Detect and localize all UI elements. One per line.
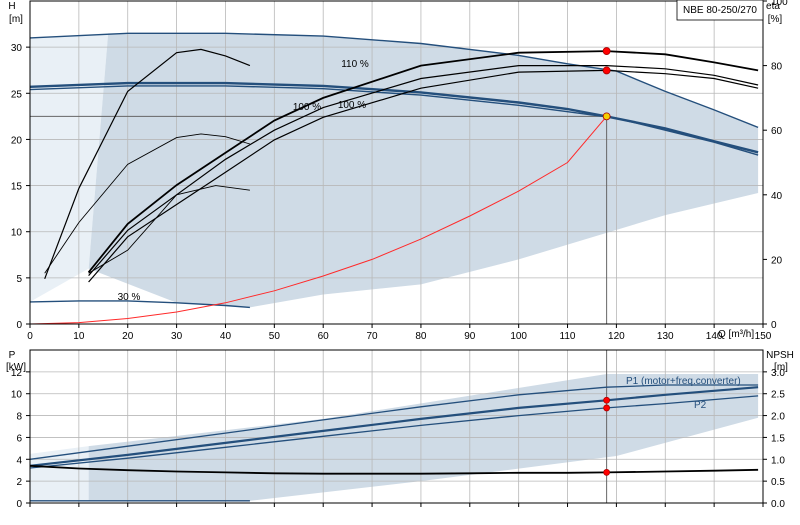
y2-tick-label-bottom: 1.0 — [771, 455, 785, 466]
y-tick-label: 10 — [11, 228, 23, 239]
x-tick-label: 20 — [122, 331, 134, 342]
marker-top-0 — [602, 112, 611, 121]
power-curve-0 — [29, 386, 759, 467]
efficiency-curve-2 — [88, 69, 759, 283]
x-tick-label: 100 — [510, 331, 527, 342]
y-tick-label-bottom: 10 — [11, 390, 23, 401]
top-ylabel: H — [8, 1, 15, 12]
system-curve — [29, 116, 607, 325]
y-tick-label-bottom: 12 — [11, 368, 23, 379]
annotation-100-a: 100 % — [293, 102, 321, 113]
x-tick-label: 0 — [27, 331, 33, 342]
bottom-y2label-unit: [m] — [774, 362, 788, 373]
y2-tick-label-bottom: 1.5 — [771, 433, 785, 444]
y2-tick-label: 40 — [771, 191, 783, 202]
y-tick-label-bottom: 2 — [16, 477, 22, 488]
envelope-light-area — [30, 33, 109, 302]
y-tick-label: 0 — [16, 320, 22, 331]
y2-tick-label-bottom: 0.5 — [771, 477, 785, 488]
y2-tick-label-bottom: 2.5 — [771, 390, 785, 401]
y2-tick-label: 60 — [771, 126, 783, 137]
power-curve-2 — [29, 384, 759, 460]
power-curve-1 — [29, 395, 759, 469]
head-curve-3 — [29, 300, 250, 309]
head-curve-1 — [29, 81, 759, 154]
y2-tick-label: 100 — [771, 0, 788, 8]
x-tick-label: 130 — [657, 331, 674, 342]
annotation-110: 110 % — [341, 59, 369, 70]
y2-tick-label: 0 — [771, 320, 777, 331]
x-tick-label: 110 — [560, 331, 576, 342]
x-tick-label: 40 — [220, 331, 232, 342]
title-box — [676, 0, 764, 21]
top-y2label-unit: [%] — [768, 14, 783, 25]
y2-tick-label-bottom: 3.0 — [771, 368, 785, 379]
head-curve-4 — [44, 133, 251, 274]
legend-p2: P2 — [694, 400, 707, 411]
y-tick-label-bottom: 8 — [16, 412, 22, 423]
marker-bottom-2 — [603, 468, 611, 476]
efficiency-curve-3 — [44, 48, 251, 280]
x-tick-label: 30 — [171, 331, 183, 342]
bottom-ylabel: P — [9, 350, 16, 361]
y2-tick-label-bottom: 2.0 — [771, 412, 785, 423]
y2-tick-label: 80 — [771, 62, 783, 73]
top-plot-frame — [29, 0, 764, 325]
y-tick-label-bottom: 0 — [16, 499, 22, 510]
y-tick-label: 20 — [11, 135, 23, 146]
x-tick-label: 140 — [706, 331, 723, 342]
x-tick-label: 120 — [608, 331, 625, 342]
y-tick-label-bottom: 6 — [16, 433, 22, 444]
y-tick-label: 25 — [11, 89, 23, 100]
x-tick-label: 90 — [464, 331, 476, 342]
marker-top-1 — [602, 47, 611, 55]
power-envelope-light — [30, 446, 89, 501]
y2-tick-label: 20 — [771, 255, 783, 266]
marker-bottom-1 — [603, 404, 611, 412]
x-tick-label: 10 — [73, 331, 85, 342]
marker-top-2 — [602, 66, 611, 75]
chart-title: NBE 80-250/270 — [683, 5, 757, 16]
bottom-y2label: NPSH — [766, 350, 794, 361]
y2-tick-label-bottom: 0.0 — [771, 499, 785, 510]
annotation-30: 30 % — [118, 292, 141, 303]
legend-p1: P1 (motor+freq.converter) — [626, 376, 741, 387]
y-tick-label: 30 — [11, 43, 23, 54]
npsh-curve — [29, 464, 759, 475]
annotation-100-b: 100 % — [338, 100, 366, 111]
y-tick-label-bottom: 4 — [16, 455, 22, 466]
x-tick-label: 50 — [269, 331, 281, 342]
head-curve-2 — [29, 85, 759, 156]
x-tick-label: 60 — [318, 331, 330, 342]
efficiency-curve-1 — [88, 65, 759, 276]
x-tick-label: 80 — [415, 331, 427, 342]
x-tick-label: 150 — [755, 331, 772, 342]
envelope-area — [88, 33, 759, 308]
head-curve-0 — [29, 32, 759, 129]
bottom-ylabel-unit: [kW] — [6, 362, 26, 373]
top-ylabel-unit: [m] — [9, 14, 23, 25]
bottom-plot-frame — [29, 349, 764, 504]
y-tick-label: 5 — [16, 274, 22, 285]
x-tick-label: 70 — [367, 331, 379, 342]
top-xlabel: Q [m³/h] — [718, 329, 754, 340]
marker-bottom-0 — [603, 396, 611, 404]
top-y2label: eta — [766, 1, 780, 12]
efficiency-curve-0 — [87, 50, 759, 273]
y-tick-label: 15 — [11, 182, 23, 193]
